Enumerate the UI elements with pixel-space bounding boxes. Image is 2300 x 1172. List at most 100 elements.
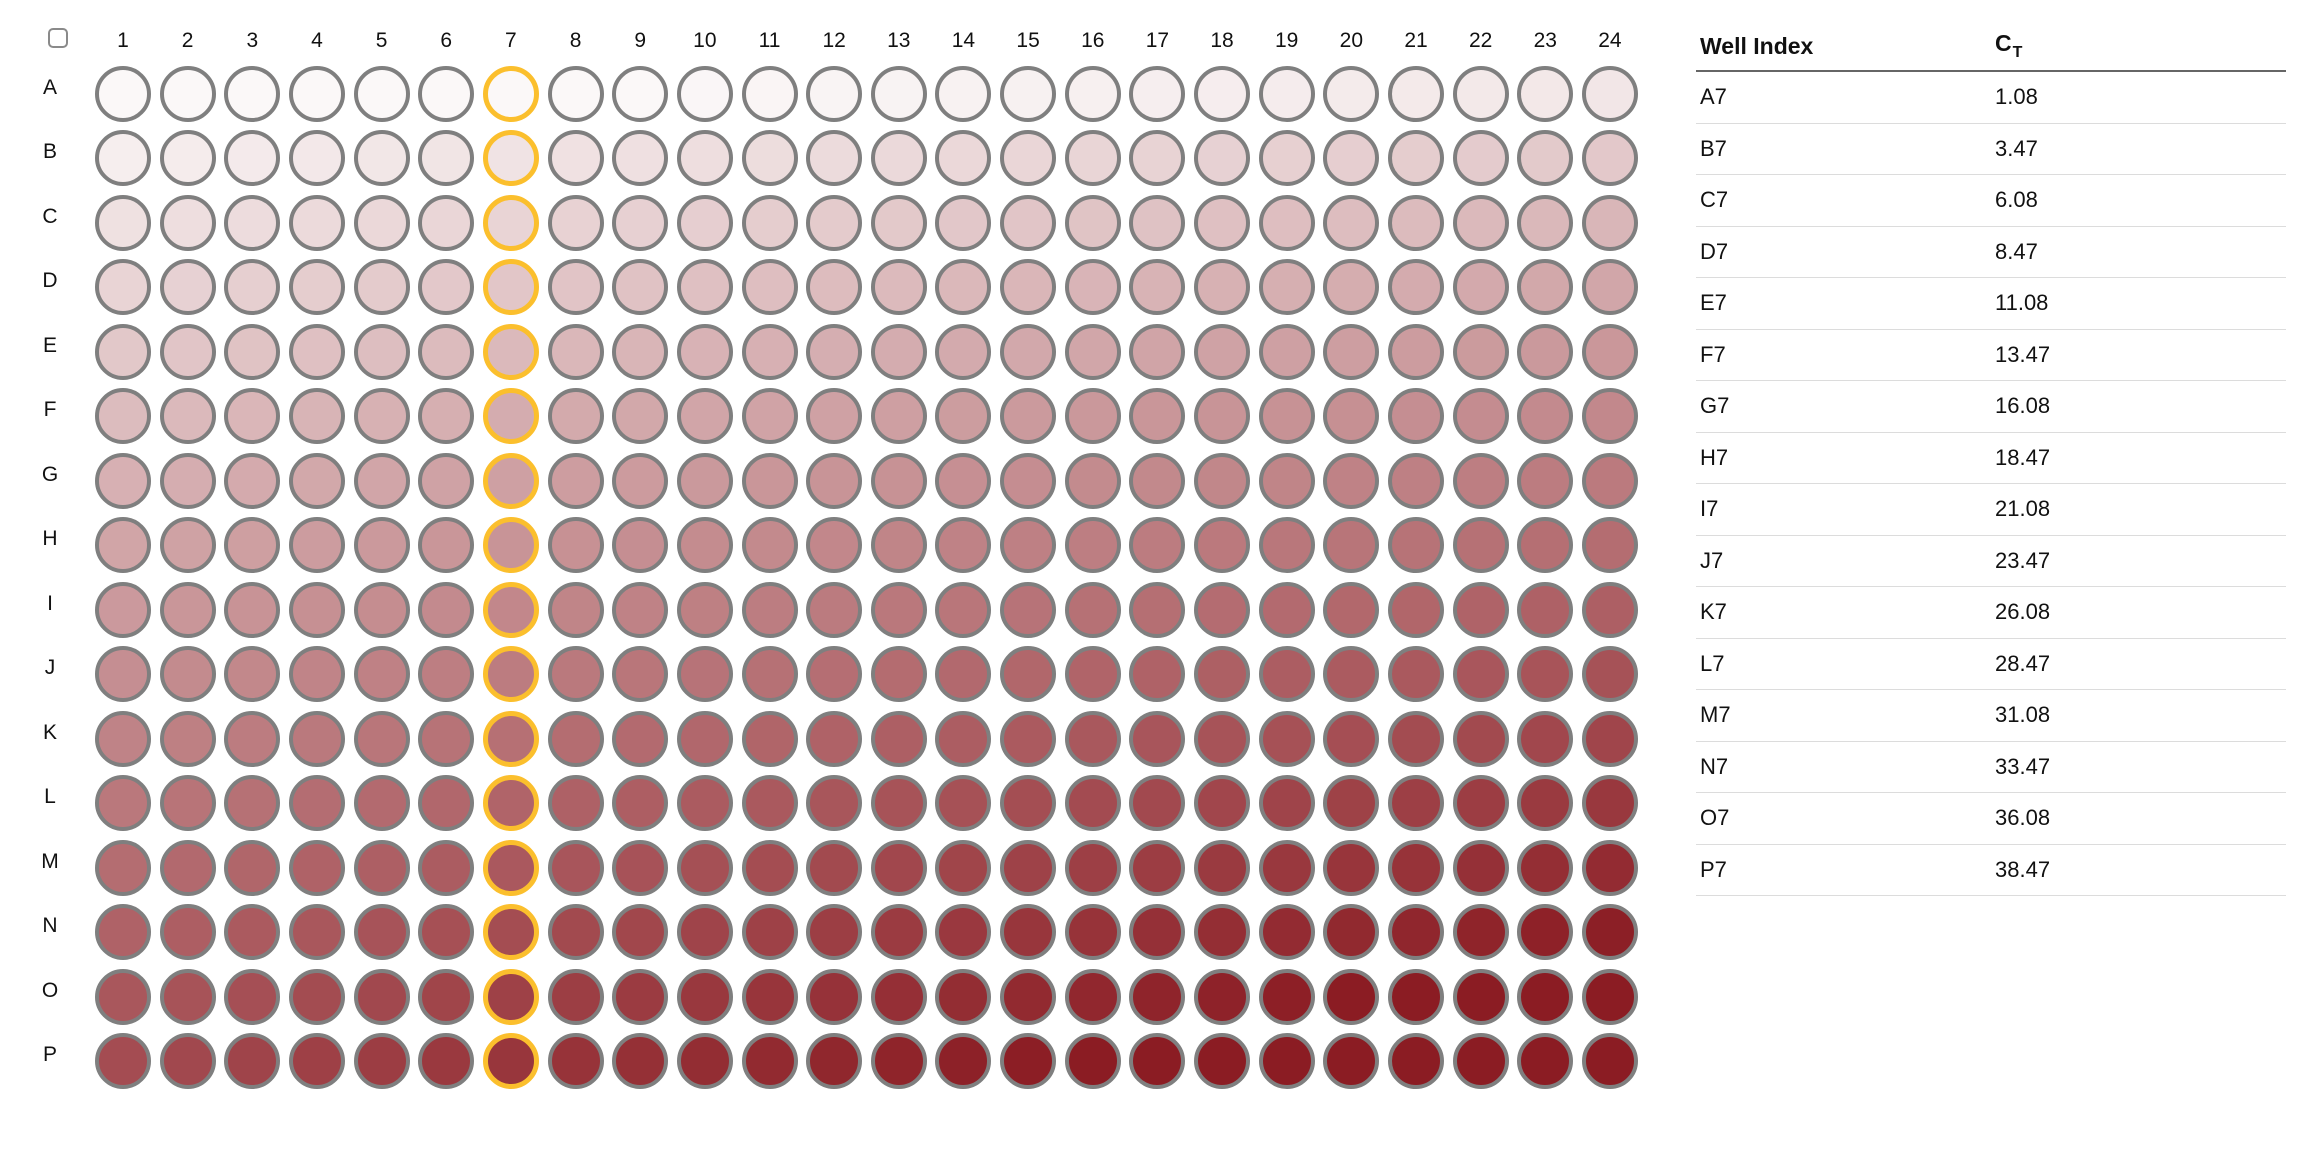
well-O18[interactable]: [1194, 968, 1251, 1025]
table-row[interactable]: M7 31.08: [1696, 690, 2286, 742]
well-B3[interactable]: [224, 130, 281, 187]
well-M4[interactable]: [288, 839, 345, 896]
well-J12[interactable]: [806, 646, 863, 703]
well-F23[interactable]: [1517, 388, 1574, 445]
well-M19[interactable]: [1258, 839, 1315, 896]
well-M18[interactable]: [1194, 839, 1251, 896]
well-J6[interactable]: [418, 646, 475, 703]
well-J23[interactable]: [1517, 646, 1574, 703]
well-D9[interactable]: [612, 259, 669, 316]
well-I22[interactable]: [1452, 581, 1509, 638]
well-D22[interactable]: [1452, 259, 1509, 316]
table-row[interactable]: F7 13.47: [1696, 330, 2286, 381]
well-P10[interactable]: [676, 1033, 733, 1090]
well-D15[interactable]: [1000, 259, 1057, 316]
well-B15[interactable]: [1000, 130, 1057, 187]
column-header-21[interactable]: 21: [1404, 29, 1428, 52]
well-H3[interactable]: [224, 517, 281, 574]
well-I23[interactable]: [1517, 581, 1574, 638]
well-K3[interactable]: [224, 710, 281, 767]
well-M12[interactable]: [806, 839, 863, 896]
well-J24[interactable]: [1581, 646, 1638, 703]
well-G4[interactable]: [288, 452, 345, 509]
well-C14[interactable]: [935, 194, 992, 251]
well-H14[interactable]: [935, 517, 992, 574]
well-C6[interactable]: [418, 194, 475, 251]
well-E15[interactable]: [1000, 323, 1057, 380]
well-D16[interactable]: [1064, 259, 1121, 316]
well-O21[interactable]: [1388, 968, 1444, 1025]
well-M2[interactable]: [159, 839, 216, 896]
well-C9[interactable]: [612, 194, 669, 251]
well-A22[interactable]: [1452, 66, 1509, 122]
column-header-13[interactable]: 13: [887, 29, 911, 52]
well-F14[interactable]: [935, 388, 992, 445]
row-header-H[interactable]: H: [42, 527, 58, 551]
column-header-2[interactable]: 2: [181, 29, 194, 52]
well-J11[interactable]: [741, 646, 798, 703]
well-O10[interactable]: [676, 968, 733, 1025]
well-K20[interactable]: [1323, 710, 1380, 767]
well-I24[interactable]: [1581, 581, 1638, 638]
well-F6[interactable]: [418, 388, 475, 445]
well-B9[interactable]: [612, 130, 669, 187]
well-G17[interactable]: [1129, 452, 1186, 509]
well-G6[interactable]: [418, 452, 475, 509]
well-F24[interactable]: [1581, 388, 1638, 445]
well-A17[interactable]: [1129, 66, 1186, 122]
well-I3[interactable]: [224, 581, 281, 638]
well-F2[interactable]: [159, 388, 216, 445]
well-N3[interactable]: [224, 904, 281, 961]
well-K9[interactable]: [612, 710, 669, 767]
well-M13[interactable]: [870, 839, 927, 896]
well-J13[interactable]: [870, 646, 927, 703]
well-P21[interactable]: [1388, 1033, 1444, 1090]
well-C16[interactable]: [1064, 194, 1121, 251]
column-header-12[interactable]: 12: [822, 29, 846, 52]
well-K5[interactable]: [353, 710, 410, 767]
well-L22[interactable]: [1452, 775, 1509, 832]
well-E18[interactable]: [1194, 323, 1251, 380]
well-G12[interactable]: [806, 452, 863, 509]
well-C1[interactable]: [95, 194, 151, 251]
well-D14[interactable]: [935, 259, 992, 316]
well-M24[interactable]: [1581, 839, 1638, 896]
well-B12[interactable]: [806, 130, 863, 187]
well-M10[interactable]: [676, 839, 733, 896]
well-E2[interactable]: [159, 323, 216, 380]
well-A23[interactable]: [1517, 66, 1574, 122]
well-F7[interactable]: [482, 388, 539, 445]
well-D3[interactable]: [224, 259, 281, 316]
well-B5[interactable]: [353, 130, 410, 187]
well-F5[interactable]: [353, 388, 410, 445]
well-H10[interactable]: [676, 517, 733, 574]
row-header-K[interactable]: K: [42, 720, 57, 744]
well-G19[interactable]: [1258, 452, 1315, 509]
column-header-6[interactable]: 6: [440, 29, 453, 52]
column-header-10[interactable]: 10: [693, 29, 717, 52]
well-F15[interactable]: [1000, 388, 1057, 445]
well-M16[interactable]: [1064, 839, 1121, 896]
well-C7[interactable]: [482, 194, 539, 251]
row-header-O[interactable]: O: [41, 978, 59, 1002]
well-O22[interactable]: [1452, 968, 1509, 1025]
table-row[interactable]: N7 33.47: [1696, 742, 2286, 793]
well-H1[interactable]: [95, 517, 151, 574]
well-P9[interactable]: [612, 1033, 669, 1090]
well-O15[interactable]: [1000, 968, 1057, 1025]
well-E9[interactable]: [612, 323, 669, 380]
well-M9[interactable]: [612, 839, 669, 896]
well-D11[interactable]: [741, 259, 798, 316]
well-B18[interactable]: [1194, 130, 1251, 187]
well-G8[interactable]: [547, 452, 604, 509]
well-K4[interactable]: [288, 710, 345, 767]
well-G21[interactable]: [1388, 452, 1444, 509]
well-K10[interactable]: [676, 710, 733, 767]
well-M6[interactable]: [418, 839, 475, 896]
well-B23[interactable]: [1517, 130, 1574, 187]
well-G1[interactable]: [95, 452, 151, 509]
well-H15[interactable]: [1000, 517, 1057, 574]
table-row[interactable]: D7 8.47: [1696, 227, 2286, 278]
well-E24[interactable]: [1581, 323, 1638, 380]
well-E5[interactable]: [353, 323, 410, 380]
